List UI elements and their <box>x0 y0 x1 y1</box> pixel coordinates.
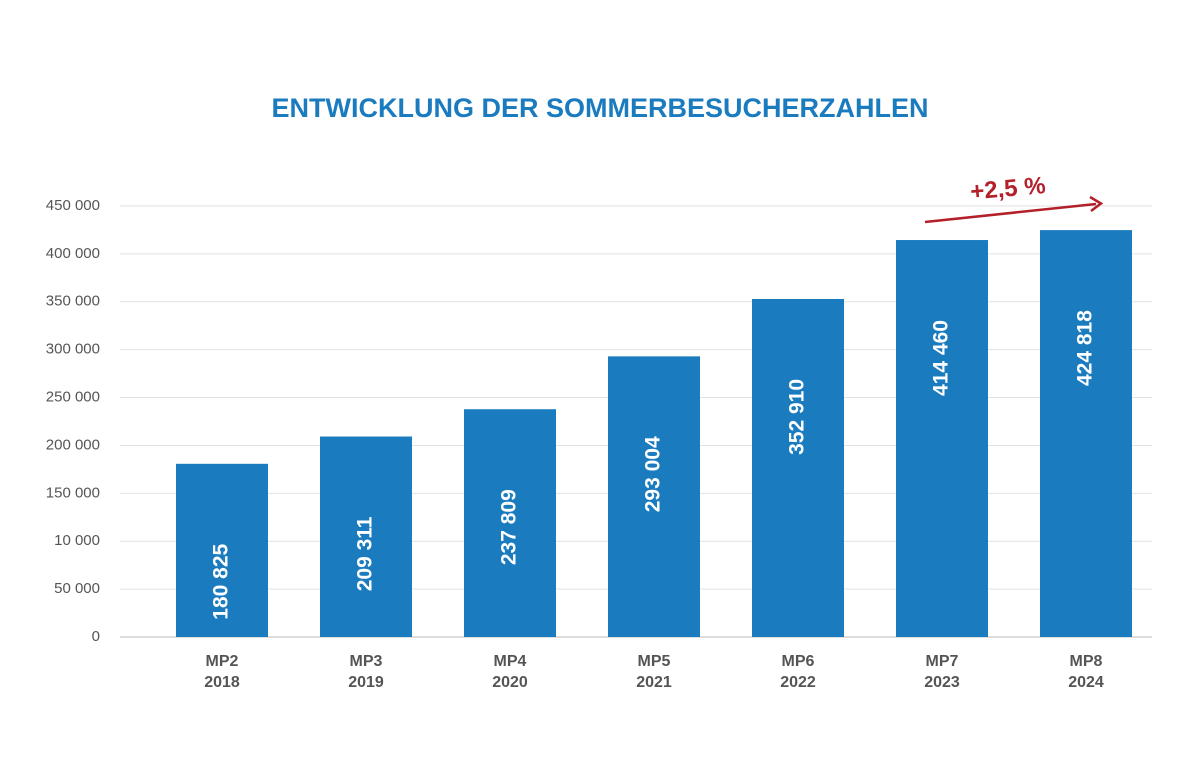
trend-arrow <box>924 202 1097 224</box>
y-tick-label: 0 <box>92 628 100 645</box>
x-tick-label: 2018 <box>204 674 240 691</box>
bar <box>608 356 700 637</box>
value-label: 352 910 <box>786 379 809 455</box>
value-label: 414 460 <box>930 320 953 396</box>
x-tick-label: 2019 <box>348 674 384 691</box>
x-tick-label: MP3 <box>350 653 383 670</box>
x-tick-label: 2024 <box>1068 674 1104 691</box>
x-tick-label: 2022 <box>780 674 816 691</box>
value-label: 180 825 <box>210 544 233 620</box>
bar <box>1040 230 1132 637</box>
arrow-head <box>1089 195 1104 212</box>
bar <box>464 409 556 637</box>
x-tick-label: MP8 <box>1070 653 1103 670</box>
y-tick-label: 150 000 <box>46 484 100 501</box>
y-tick-label: 200 000 <box>46 436 100 453</box>
value-label: 209 311 <box>354 516 377 591</box>
chart-title: ENTWICKLUNG DER SOMMERBESUCHERZAHLEN <box>272 93 929 123</box>
y-tick-label: 300 000 <box>46 341 100 358</box>
bar <box>752 298 844 637</box>
bar <box>896 240 988 637</box>
y-tick-label: 10 000 <box>54 532 100 549</box>
x-tick-label: MP2 <box>206 653 239 670</box>
x-tick-label: 2021 <box>636 674 672 691</box>
y-tick-label: 450 000 <box>46 197 100 214</box>
bar <box>176 463 268 637</box>
x-tick-label: MP5 <box>638 653 671 670</box>
x-tick-label: 2020 <box>492 674 528 691</box>
y-tick-label: 50 000 <box>54 580 100 597</box>
x-tick-label: MP4 <box>494 653 527 670</box>
x-tick-label: 2023 <box>924 674 960 691</box>
x-tick-label: MP6 <box>782 653 815 670</box>
value-label: 424 818 <box>1074 310 1097 386</box>
value-label: 293 004 <box>642 436 665 512</box>
y-tick-label: 350 000 <box>46 293 100 310</box>
bar <box>320 436 412 637</box>
y-tick-label: 250 000 <box>46 389 100 406</box>
x-tick-label: MP7 <box>926 653 959 670</box>
y-tick-label: 400 000 <box>46 245 100 262</box>
annotation: +2,5 % <box>969 172 1046 205</box>
value-label: 237 809 <box>498 489 521 565</box>
